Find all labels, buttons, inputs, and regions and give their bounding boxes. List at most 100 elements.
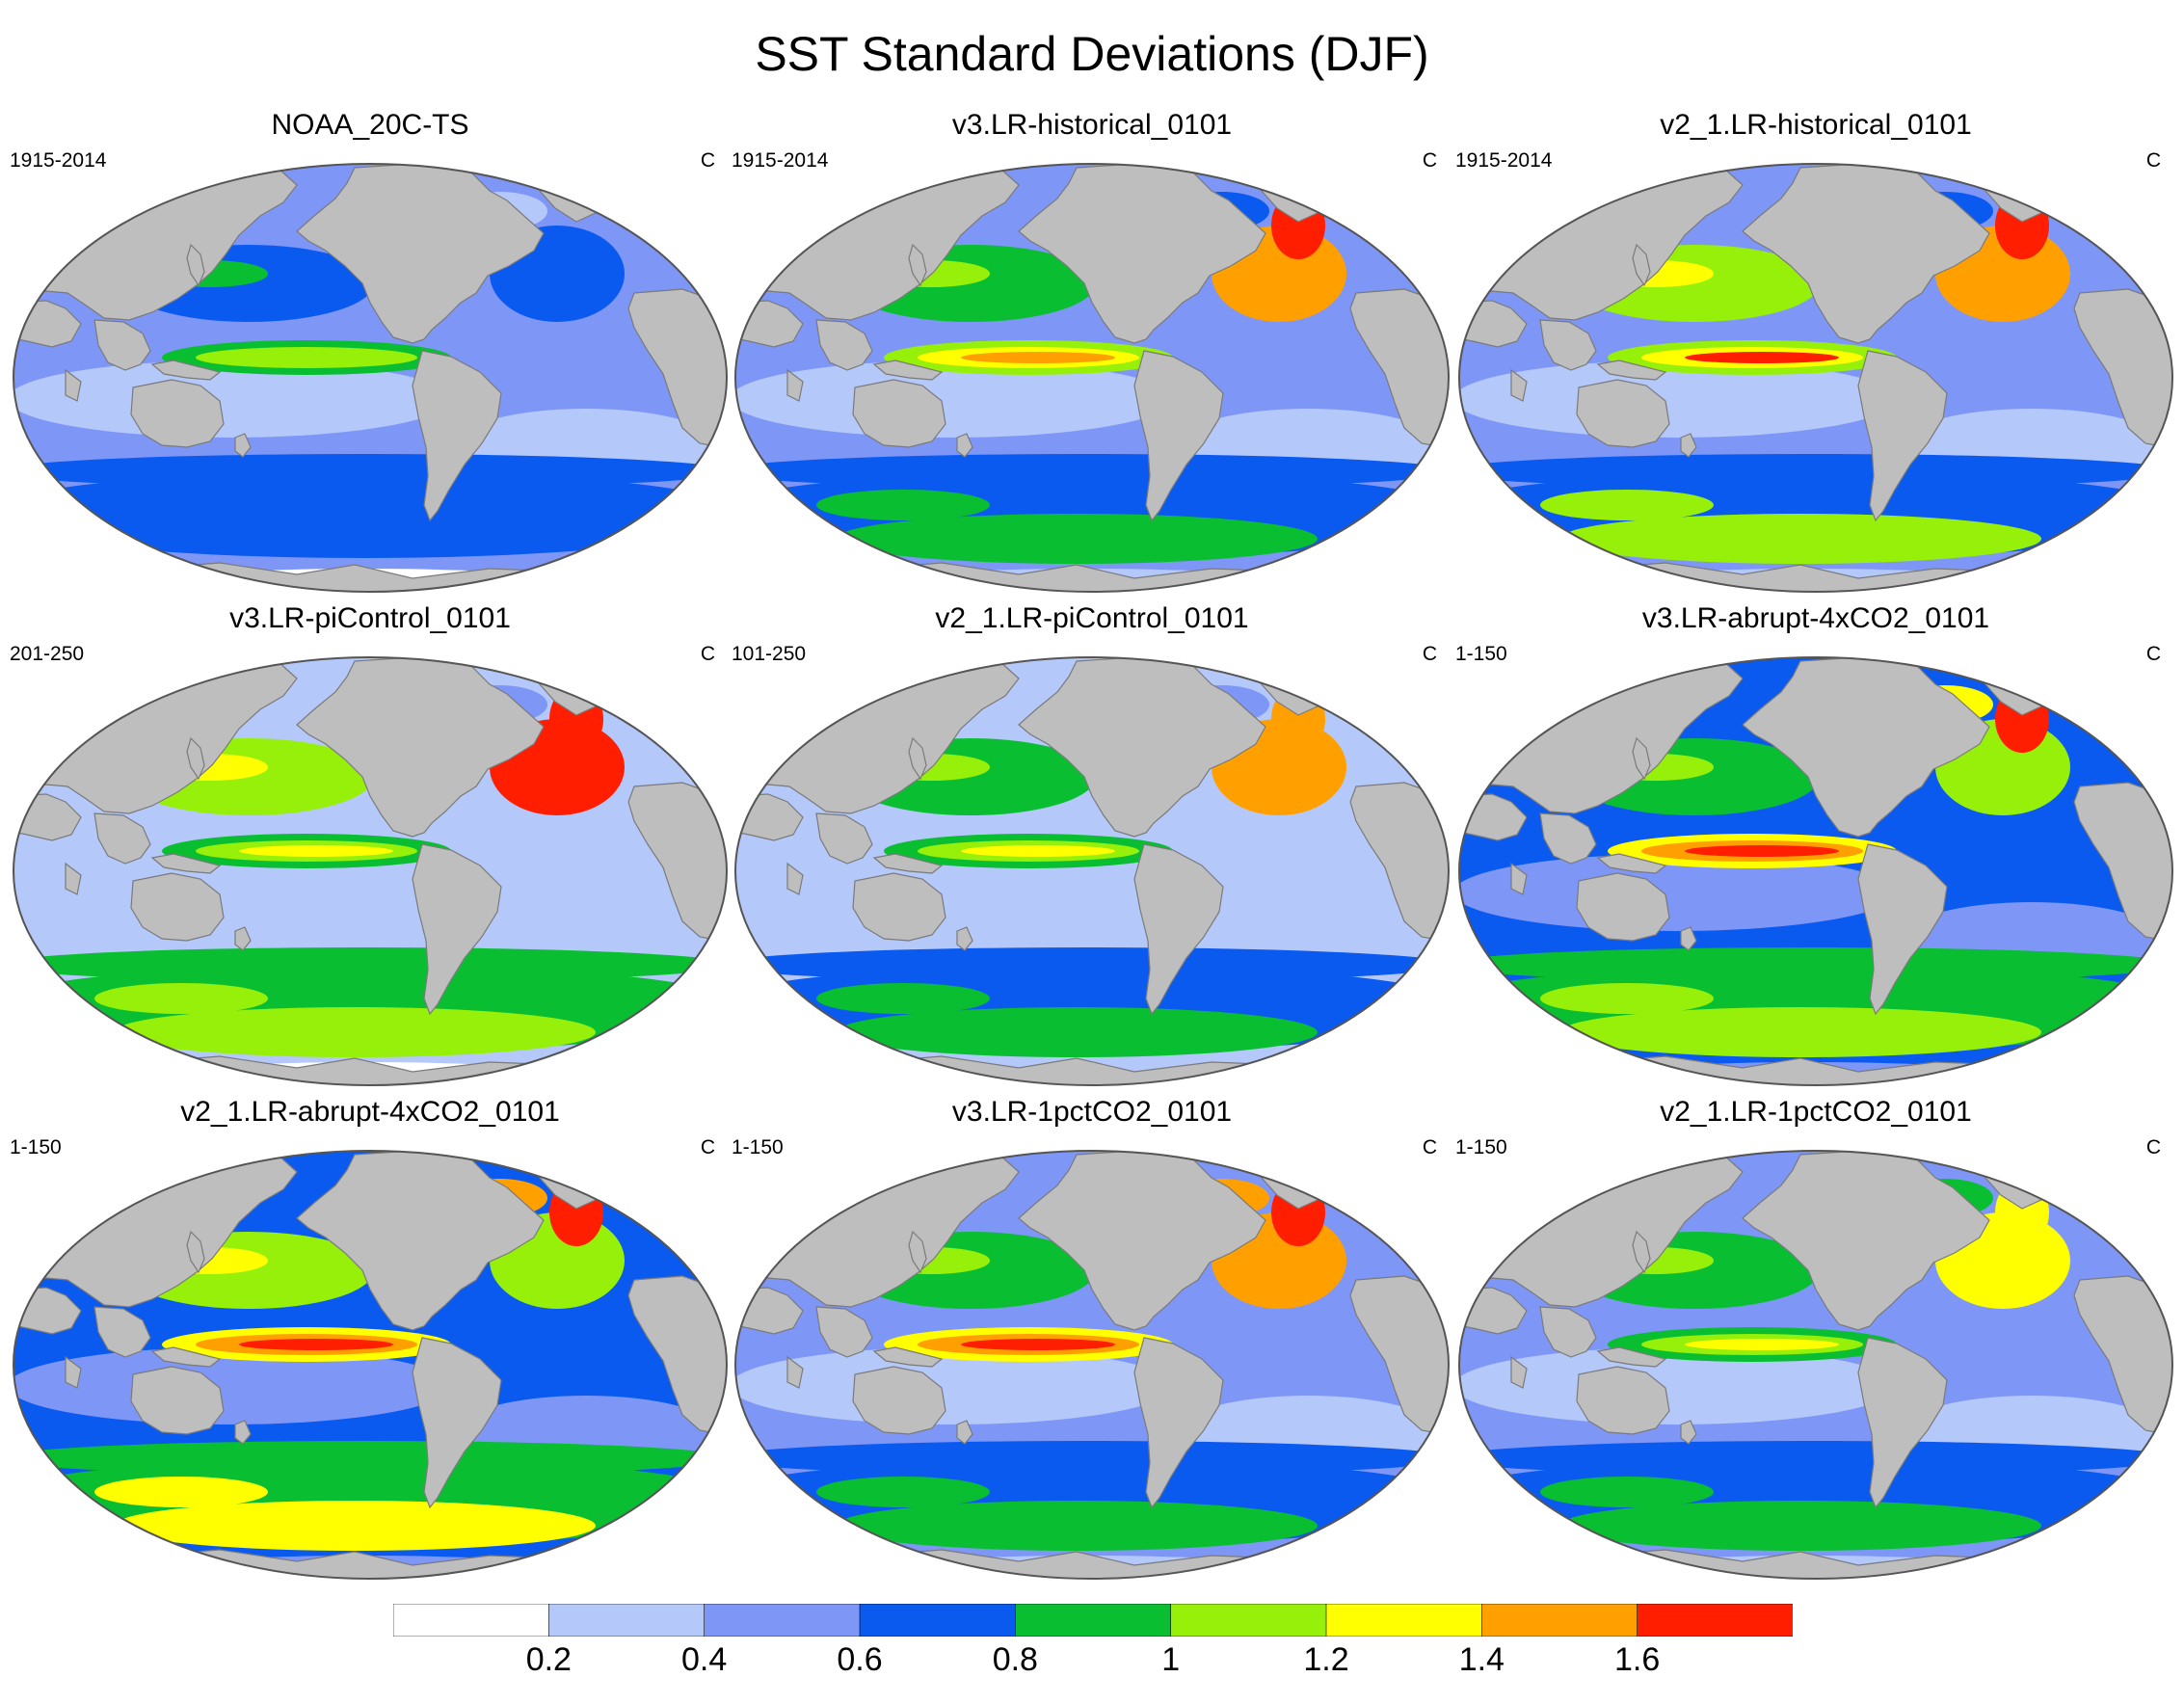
midlatitude-south-band [1459, 1441, 2172, 1476]
japan-land [908, 1230, 927, 1274]
panel-period: 1915-2014 [1455, 149, 1553, 172]
maritime-continent-land [150, 1346, 222, 1368]
australia-land [1576, 872, 1670, 942]
map-outline [1458, 163, 2173, 593]
map-panel: v2_1.LR-1pctCO2_0101 1-150 C [1453, 1095, 2178, 1584]
south-america-land [1133, 350, 1224, 522]
map-outline [734, 656, 1450, 1086]
map-panel: v2_1.LR-abrupt-4xCO2_0101 1-150 C [8, 1095, 732, 1584]
tropical-band [735, 360, 1173, 438]
madagascar-land [1510, 368, 1528, 402]
colorbar-tick-label: 0.2 [525, 1641, 572, 1678]
madagascar-land [65, 368, 82, 402]
colorbar-tick-label: 0.8 [992, 1641, 1038, 1678]
panel-title: v2_1.LR-historical_0101 [1660, 109, 1972, 141]
panel-title: NOAA_20C-TS [271, 109, 469, 141]
midlatitude-south-band [13, 1441, 727, 1476]
panel-units: C [700, 149, 715, 172]
southern-indian-core [816, 490, 990, 520]
sst-map [734, 1150, 1450, 1580]
enso-tongue-core [239, 1339, 393, 1350]
sst-map [734, 656, 1450, 1086]
maritime-continent-land [150, 853, 222, 874]
midlatitude-south-band [1459, 454, 2172, 489]
colorbar-swatch [704, 1604, 861, 1637]
south-america-land [1857, 350, 1948, 522]
map-panel: v3.LR-abrupt-4xCO2_0101 1-150 C [1453, 601, 2178, 1091]
madagascar-land [65, 862, 82, 895]
panel-period: 1-150 [1455, 1136, 1507, 1158]
midlatitude-south-band [13, 454, 727, 489]
new-zealand-land [1680, 926, 1697, 951]
north-america-land [296, 164, 545, 344]
panel-units: C [700, 1136, 715, 1158]
tropical-band [1459, 854, 1897, 931]
southern-ocean-core [836, 1007, 1318, 1057]
australia-land [1576, 379, 1670, 448]
tropical-band [1459, 360, 1897, 438]
maritime-continent-land [1596, 1346, 1667, 1368]
north-america-land [1018, 657, 1266, 838]
new-zealand-land [234, 1420, 252, 1445]
australia-land [852, 379, 946, 448]
sst-map [13, 656, 728, 1086]
colorbar-labels: 0.2 0.4 0.6 0.8 1 1.2 1.4 1.6 [393, 1638, 1793, 1681]
southern-indian-core [94, 1477, 268, 1507]
map-outline [734, 163, 1450, 593]
north-america-land [296, 657, 545, 838]
map-panel: v3.LR-piControl_0101 201-250 C [8, 601, 732, 1091]
japan-land [908, 243, 927, 287]
australia-land [852, 872, 946, 942]
australia-land [130, 872, 225, 942]
sst-map [1458, 656, 2173, 1086]
panel-title: v3.LR-1pctCO2_0101 [951, 1096, 1233, 1128]
panel-units: C [1422, 643, 1437, 665]
southern-indian-core [816, 1477, 990, 1507]
tropical-band [13, 1347, 451, 1424]
colorbar-tick-label: 1.2 [1303, 1641, 1349, 1678]
southern-ocean-core [114, 1501, 596, 1551]
southern-ocean-core [1559, 514, 2041, 564]
panel-period: 1-150 [10, 1136, 62, 1158]
australia-land [130, 379, 225, 448]
panel-units: C [700, 643, 715, 665]
north-america-land [1742, 1151, 1990, 1331]
panel-period: 1915-2014 [10, 149, 107, 172]
panel-period: 101-250 [732, 643, 807, 665]
japan-land [1632, 243, 1651, 287]
map-outline [1458, 1150, 2173, 1580]
madagascar-land [65, 1355, 82, 1389]
map-panel: NOAA_20C-TS 1915-2014 C [8, 108, 732, 598]
enso-tongue-core [1685, 1339, 1839, 1350]
southern-ocean-core [1559, 1007, 2041, 1057]
enso-tongue-core [239, 845, 393, 857]
maritime-continent-land [1596, 853, 1667, 874]
madagascar-land [1510, 862, 1528, 895]
south-america-land [412, 843, 502, 1016]
north-america-land [1742, 657, 1990, 838]
map-outline [734, 1150, 1450, 1580]
australia-land [130, 1366, 225, 1435]
sst-map [1458, 1150, 2173, 1580]
colorbar-tick-label: 0.6 [837, 1641, 883, 1678]
panel-title: v2_1.LR-piControl_0101 [935, 602, 1249, 634]
panel-period: 1-150 [732, 1136, 784, 1158]
panel-title: v3.LR-historical_0101 [951, 109, 1233, 141]
south-america-land [1857, 843, 1948, 1016]
maritime-continent-land [872, 853, 944, 874]
maritime-continent-land [1596, 359, 1667, 381]
enso-tongue-core [961, 352, 1115, 363]
southern-indian-core [1540, 983, 1714, 1014]
colorbar-tick-label: 1.6 [1614, 1641, 1661, 1678]
midlatitude-south-band [735, 454, 1449, 489]
japan-land [186, 243, 205, 287]
japan-land [908, 736, 927, 781]
colorbar-swatch [1325, 1604, 1483, 1637]
australia-land [852, 1366, 946, 1435]
colorbar-swatch [1637, 1604, 1793, 1637]
north-america-land [296, 1151, 545, 1331]
midlatitude-south-band [735, 1441, 1449, 1476]
indochina-land [93, 319, 151, 371]
sst-map [13, 1150, 728, 1580]
map-outline [13, 656, 728, 1086]
